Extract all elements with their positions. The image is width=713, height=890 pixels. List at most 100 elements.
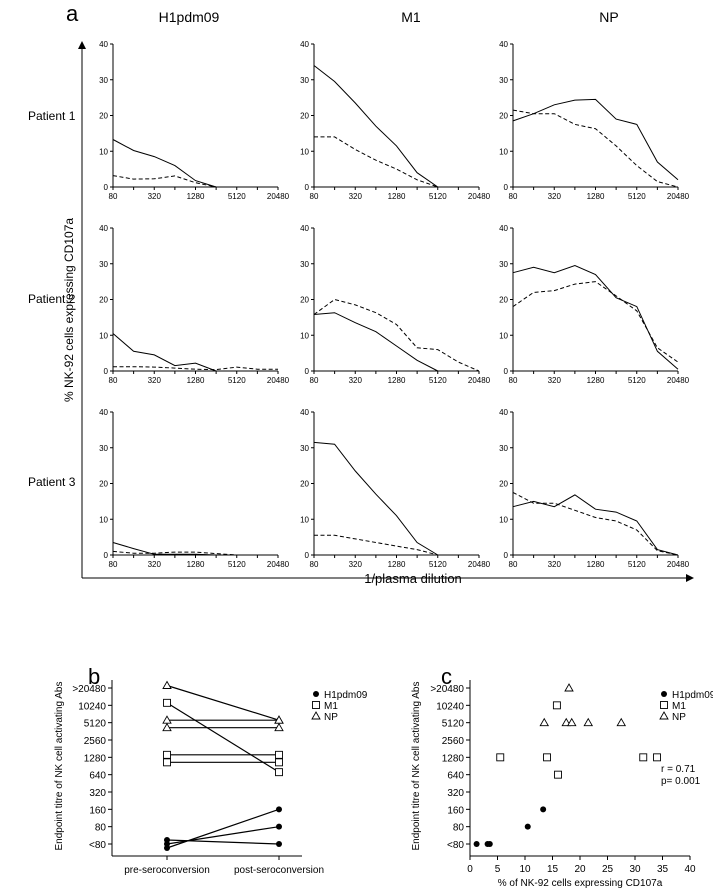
panel-c-point-np [566,717,577,727]
plot-patient-1-np-x-tick-label: 320 [548,192,562,201]
plot-patient-1-h1pdm09-x-tick-label: 5120 [228,192,246,201]
plot-patient-3-h1pdm09-x-tick-label: 1280 [187,560,205,569]
plot-patient-3-h1pdm09-x-tick-label: 5120 [228,560,246,569]
panel-b-y-tick-label: <80 [89,840,106,851]
panel-b-x-tick-label: post-seroconversion [234,865,324,876]
plot-patient-3-h1pdm09-pre-line [112,550,278,556]
plot-patient-1-h1pdm09-y-tick-label: 30 [99,76,108,85]
plot-patient-2-np: 0 10 20 30 40 80 320 1280 5120 20480 [499,224,690,385]
plot-patient-3-np-x-tick-label: 80 [509,560,518,569]
panel-b-y-tick-label: 80 [95,823,107,834]
plot-patient-1-np-y-tick-label: 40 [499,40,508,49]
panel-c-letter: c [441,664,452,689]
plot-patient-1-np-y-tick-label: 0 [504,183,509,192]
panel-c-y-tick-label: 1280 [442,753,465,764]
plot-patient-2-np-pre-line [512,281,679,363]
panel-b-y-tick-label: 5120 [84,719,107,730]
panel-b-y-tick-label: 1280 [84,753,107,764]
plot-patient-3-h1pdm09-y-tick-label: 30 [99,444,108,453]
panel-c-point-m1 [639,753,648,762]
plot-patient-1-h1pdm09-y-tick-label: 20 [99,112,108,121]
plot-patient-2-np-x-tick-label: 5120 [628,376,646,385]
panel-c-y-tick-label: 160 [447,805,464,816]
panel-c-point-m1 [496,753,505,762]
plot-patient-3-np-x-tick-label: 5120 [628,560,646,569]
plot-patient-1-np: 0 10 20 30 40 80 320 1280 5120 20480 [499,40,690,201]
plot-patient-2-h1pdm09-y-tick-label: 0 [104,367,109,376]
panel-b-post-point-h1pdm09 [276,841,282,847]
plot-patient-3-np-y-tick-label: 0 [504,551,509,560]
plot-patient-2-m1-y-tick-label: 10 [300,331,309,340]
plot-patient-3-h1pdm09-y-tick-label: 0 [104,551,109,560]
plot-patient-2-h1pdm09-pre-line [113,366,278,371]
panel-c-legend-label-h1pdm09: H1pdm09 [672,690,713,701]
panel-b-post-point-m1 [275,750,283,759]
row-label-patient-3: Patient 3 [28,475,76,489]
plot-patient-3-h1pdm09-y-tick-label: 10 [99,515,108,524]
plot-patient-1-np-x-tick-label: 5120 [628,192,646,201]
plot-patient-3-m1-y-tick-label: 20 [300,480,309,489]
plot-patient-2-m1-y-tick-label: 30 [300,260,309,269]
panel-b-y-tick-label: 640 [89,771,106,782]
plot-patient-2-m1-x-tick-label: 5120 [429,376,447,385]
column-title-m1: M1 [401,9,421,25]
plot-patient-3-np-y-tick-label: 10 [499,515,508,524]
plot-patient-3-np-y-tick-label: 40 [499,408,508,417]
plot-patient-3-h1pdm09-x-tick-label: 320 [148,560,162,569]
panel-c-legend-label-np: NP [672,712,686,723]
plot-patient-3-m1-y-tick-label: 40 [300,408,309,417]
panel-b-y-tick-label: 2560 [84,736,107,747]
panel-c-stat: p= 0.001 [661,776,701,787]
plot-patient-1-np-y-tick-label: 30 [499,76,508,85]
plot-patient-2-h1pdm09-x-tick-label: 80 [109,376,118,385]
plot-patient-2-h1pdm09-y-tick-label: 40 [99,224,108,233]
panel-c-point-h1pdm09 [486,841,493,847]
panel-c-y-tick-label: >20480 [430,684,464,695]
panel-c-chart: <80 80 160 320 640 1280 2560 5120 10240 >20480 0 5 1… [411,680,713,889]
plot-patient-1-h1pdm09-y-tick-label: 0 [104,183,109,192]
plot-patient-1-np-x-tick-label: 20480 [667,192,690,201]
plot-patient-1-h1pdm09-post-line [112,139,217,188]
panel-c-y-tick-label: 2560 [442,736,465,747]
plot-patient-1-m1-x-tick-label: 1280 [388,192,406,201]
panel-c-y-tick-label: 640 [447,771,464,782]
plot-patient-3-m1-x-tick-label: 20480 [468,560,491,569]
panel-c-point-np [564,683,574,692]
plot-patient-1-h1pdm09-x-tick-label: 80 [109,192,118,201]
plot-patient-3-m1-y-tick-label: 0 [305,551,310,560]
plot-patient-2-h1pdm09-x-tick-label: 1280 [187,376,205,385]
plot-patient-2-np-y-tick-label: 40 [499,224,508,233]
plot-patient-3-m1: 0 10 20 30 40 80 320 1280 5120 20480 [300,408,491,569]
plot-patient-1-m1-y-tick-label: 40 [300,40,309,49]
plot-patient-2-np-y-tick-label: 30 [499,260,508,269]
panel-b-post-point-h1pdm09 [276,806,282,813]
plot-patient-1-m1-y-tick-label: 10 [300,147,309,156]
panel-c-y-tick-label: 5120 [442,719,465,730]
panel-c-legend-marker-h1pdm09 [661,691,667,697]
plot-patient-1-np-post-line [512,98,679,181]
column-title-h1pdm09: H1pdm09 [159,9,220,25]
panel-c-legend-marker-np [659,711,669,720]
plot-patient-3-np: 0 10 20 30 40 80 320 1280 5120 20480 [499,408,690,569]
plot-patient-1-m1-x-tick-label: 5120 [429,192,447,201]
plot-patient-2-h1pdm09: 0 10 20 30 40 80 320 1280 5120 20480 [99,224,290,385]
plot-patient-3-np-x-tick-label: 20480 [667,560,690,569]
plot-patient-2-m1-y-tick-label: 40 [300,224,309,233]
panel-c-y-tick-label: 320 [447,788,464,799]
panel-b-pair-line-h1pdm09 [166,808,280,849]
panel-b-y-tick-label: 10240 [78,701,106,712]
column-title-np: NP [599,9,618,25]
plot-patient-3-h1pdm09: 0 10 20 30 40 80 320 1280 5120 20480 [99,408,290,569]
panel-b-post-point-m1 [275,758,283,767]
panel-c-x-tick-label: 5 [495,864,501,875]
panel-c-point-h1pdm09 [540,806,547,813]
plot-patient-1-m1-y-tick-label: 0 [305,183,310,192]
row-label-patient-1: Patient 1 [28,109,76,123]
plot-patient-2-np-y-tick-label: 20 [499,296,508,305]
panel-b-pre-point-m1 [163,750,171,759]
plot-patient-1-m1-y-tick-label: 30 [300,76,309,85]
plot-patient-2-np-y-tick-label: 10 [499,331,508,340]
panel-b-legend-label-m1: M1 [324,701,338,712]
plot-patient-1-m1-pre-line [314,136,438,188]
